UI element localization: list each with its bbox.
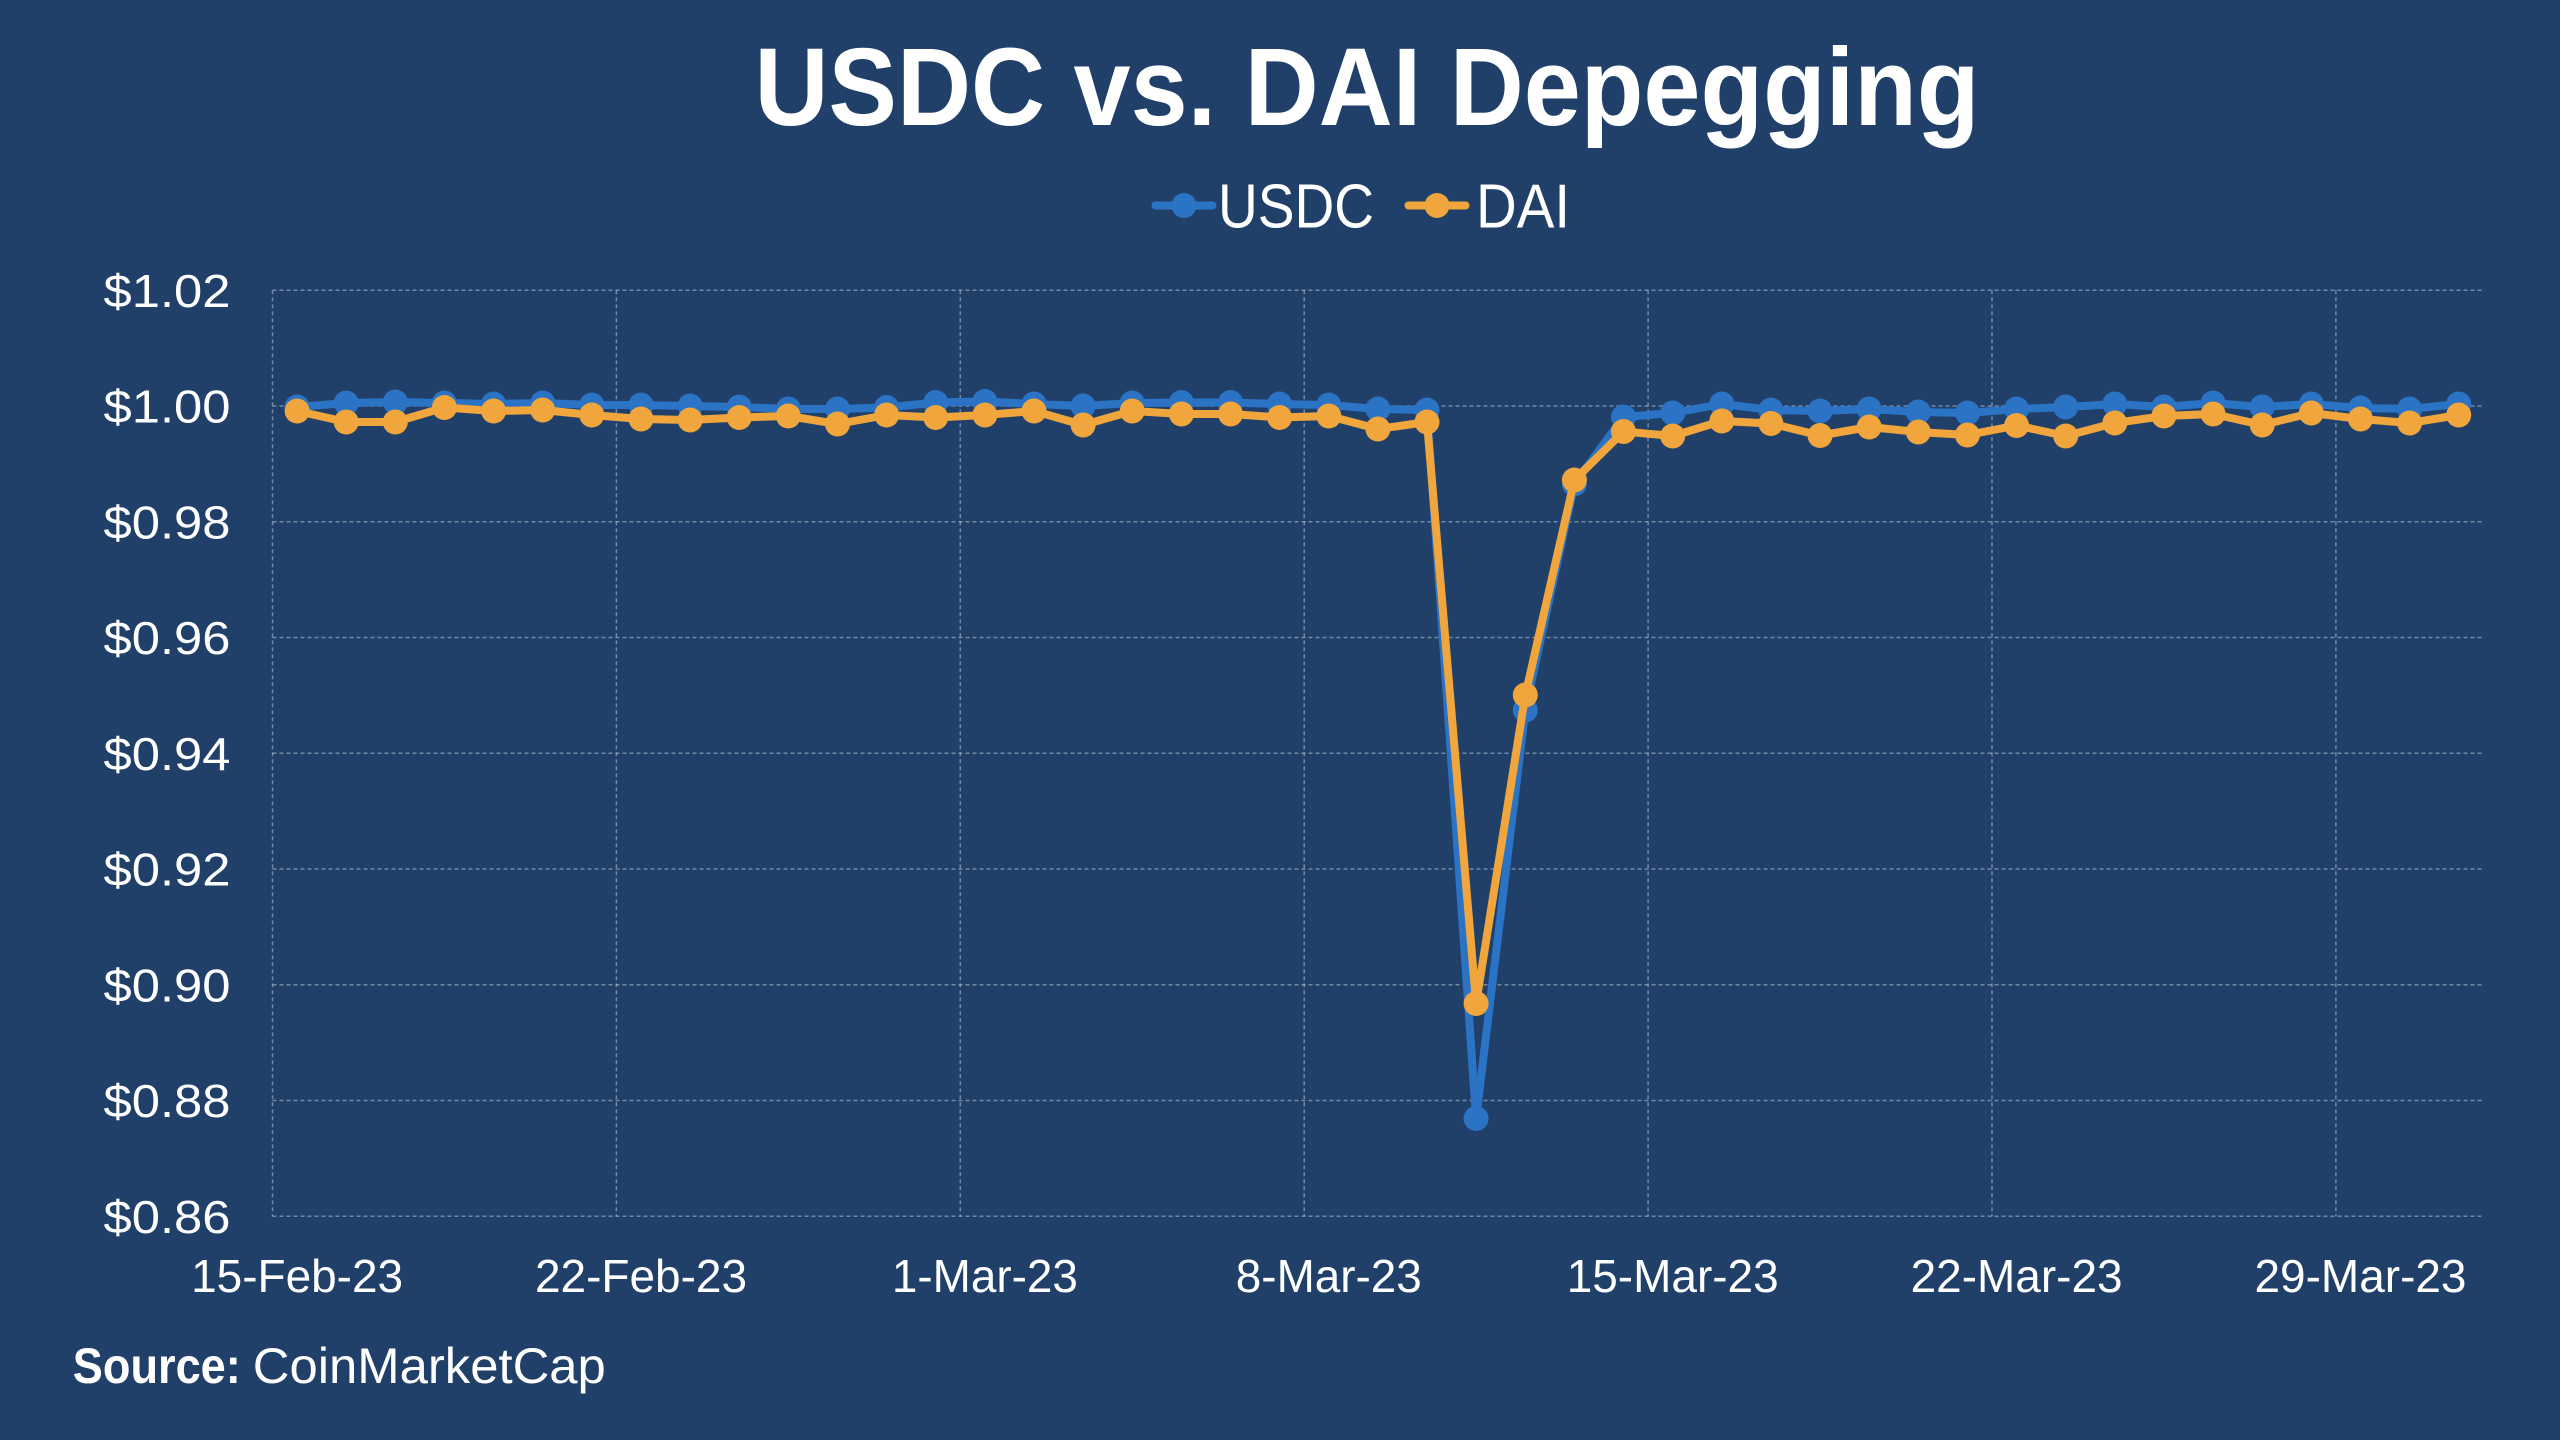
svg-text:15-Mar-23: 15-Mar-23 (1567, 1250, 1779, 1302)
svg-text:DAI: DAI (1476, 173, 1570, 242)
svg-text:15-Feb-23: 15-Feb-23 (191, 1250, 403, 1302)
svg-text:Source:CoinMarketCap: Source: CoinMarketCap (73, 1338, 606, 1394)
svg-text:$0.98: $0.98 (104, 496, 231, 548)
svg-text:$0.86: $0.86 (104, 1191, 231, 1243)
svg-text:$1.00: $1.00 (104, 381, 231, 433)
svg-text:1-Mar-23: 1-Mar-23 (892, 1250, 1078, 1302)
svg-text:USDC: USDC (1218, 173, 1374, 242)
svg-text:$0.92: $0.92 (104, 844, 231, 896)
svg-text:$0.90: $0.90 (104, 959, 231, 1011)
svg-text:$0.88: $0.88 (104, 1075, 231, 1127)
svg-text:USDC vs. DAI Depegging: USDC vs. DAI Depegging (755, 26, 1980, 149)
svg-text:29-Mar-23: 29-Mar-23 (2255, 1250, 2467, 1302)
svg-text:$0.94: $0.94 (104, 728, 231, 780)
svg-text:$1.02: $1.02 (104, 265, 231, 317)
svg-text:$0.96: $0.96 (104, 612, 231, 664)
svg-text:8-Mar-23: 8-Mar-23 (1236, 1250, 1422, 1302)
svg-text:22-Feb-23: 22-Feb-23 (535, 1250, 747, 1302)
svg-text:22-Mar-23: 22-Mar-23 (1911, 1250, 2123, 1302)
